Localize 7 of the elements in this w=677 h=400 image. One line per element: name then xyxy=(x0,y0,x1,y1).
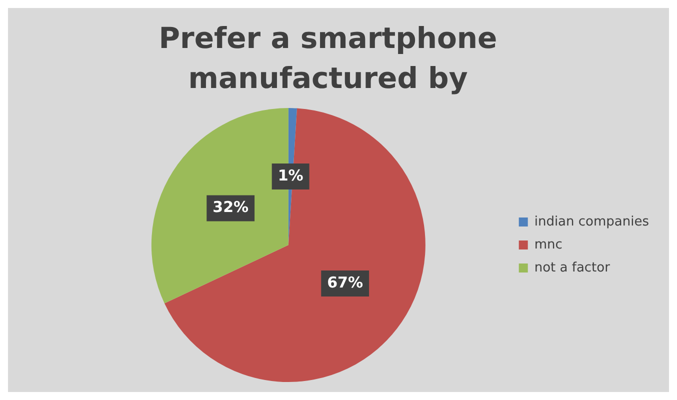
data-label: 67% xyxy=(327,273,364,292)
data-label: 32% xyxy=(212,198,249,216)
legend-label: not a factor xyxy=(534,260,611,276)
legend-label: mnc xyxy=(534,237,562,252)
legend-label: indian companies xyxy=(534,214,650,230)
chart-title: Prefer a smartphone manufactured by xyxy=(158,20,498,97)
data-label: 1% xyxy=(278,166,304,184)
